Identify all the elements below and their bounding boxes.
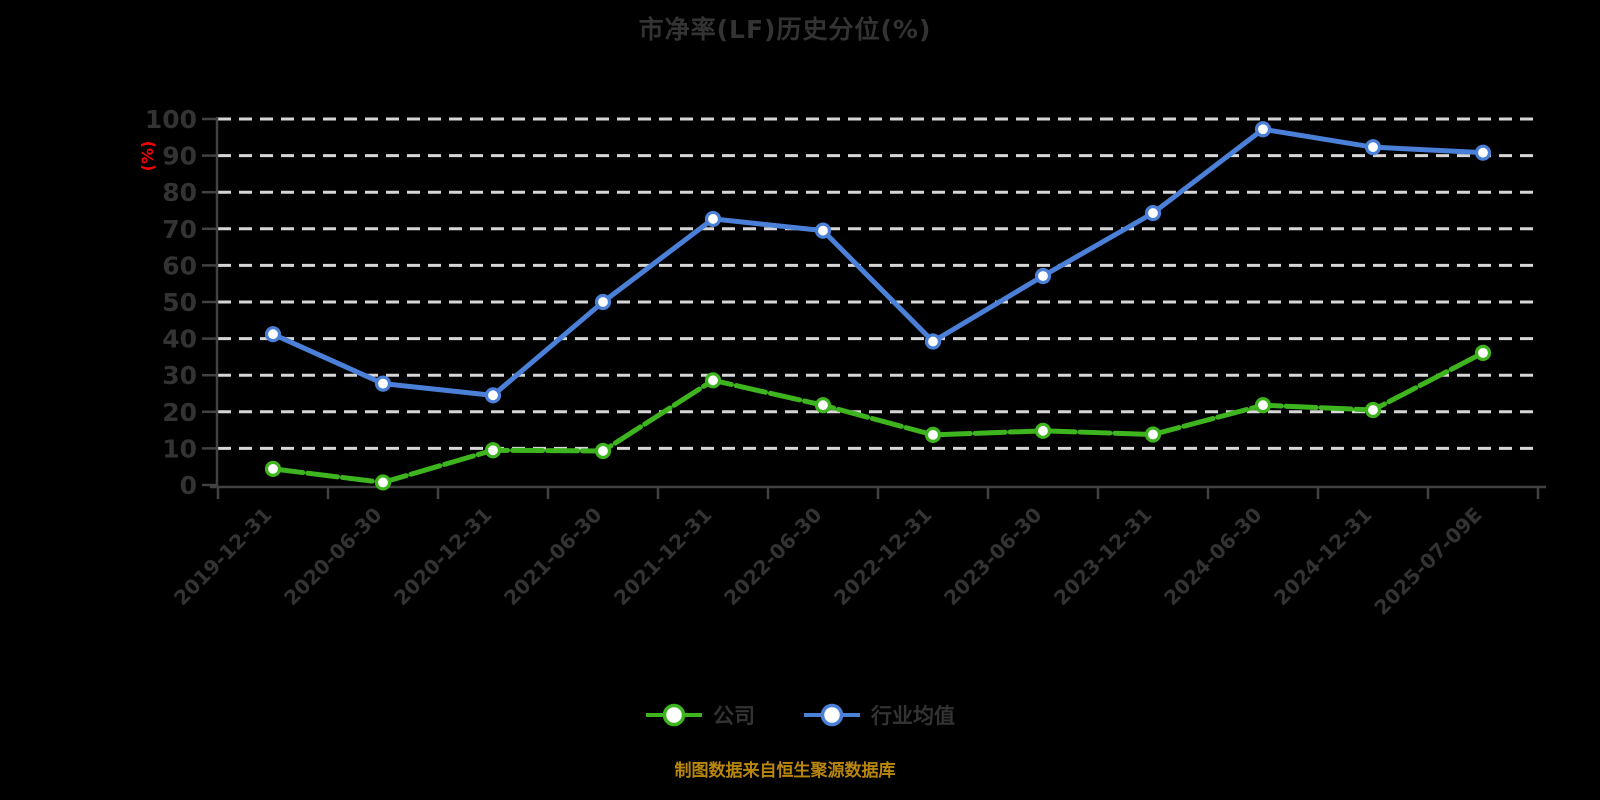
y-tick-label: 40 <box>162 325 197 354</box>
y-tick-label: 70 <box>162 215 197 244</box>
y-tick-label: 10 <box>162 434 197 463</box>
data-point <box>814 397 832 414</box>
data-point <box>1474 144 1492 161</box>
y-tick-label: 30 <box>162 361 197 390</box>
y-tick-label: 90 <box>162 142 197 171</box>
data-point <box>594 442 612 460</box>
x-tick-label: 2025-07-09E <box>1369 503 1486 620</box>
x-tick-label: 2024-12-31 <box>1269 503 1376 610</box>
y-tick-label: 80 <box>162 178 197 207</box>
data-source-note: 制图数据来自恒生聚源数据库 <box>674 761 896 781</box>
data-point <box>264 460 282 477</box>
company-legend-marker-icon <box>646 703 702 727</box>
data-point <box>924 333 942 350</box>
data-point <box>1144 426 1162 443</box>
data-point <box>484 442 502 459</box>
y-tick-label: 60 <box>162 251 197 280</box>
data-point <box>1254 121 1272 138</box>
x-tick-label: 2022-12-31 <box>829 503 936 610</box>
data-point <box>264 326 282 343</box>
data-point <box>924 426 942 443</box>
industry-legend-marker-icon <box>804 703 860 727</box>
series-line-1 <box>270 126 1486 398</box>
x-tick-label: 2020-12-31 <box>389 503 496 610</box>
legend-item-industry-average[interactable]: 行业均值 <box>803 700 955 730</box>
x-tick-label: 2023-06-30 <box>939 503 1046 610</box>
legend: 公司 行业均值 <box>0 700 1600 730</box>
data-point <box>374 375 392 392</box>
data-point <box>1364 401 1382 419</box>
x-tick-label: 2023-12-31 <box>1049 503 1156 610</box>
data-point <box>1144 204 1162 222</box>
data-point <box>374 474 392 491</box>
data-point <box>704 372 722 389</box>
x-tick-label: 2024-06-30 <box>1159 503 1266 610</box>
data-point <box>484 387 502 404</box>
y-tick-label: 100 <box>145 105 197 134</box>
x-tick-label: 2019-12-31 <box>169 503 276 610</box>
legend-label-company: 公司 <box>713 704 755 728</box>
data-point <box>1034 267 1052 285</box>
x-tick-label: 2021-06-30 <box>499 503 606 610</box>
x-tick-label: 2021-12-31 <box>609 503 716 610</box>
legend-item-company[interactable]: 公司 <box>645 700 755 730</box>
data-point <box>1034 422 1052 439</box>
x-tick-label: 2022-06-30 <box>719 503 826 610</box>
chart-title: 市净率(LF)历史分位(%) <box>638 15 932 44</box>
data-point <box>1254 397 1272 414</box>
data-point <box>1474 344 1492 361</box>
data-point <box>814 222 832 239</box>
x-tick-label: 2020-06-30 <box>279 503 386 610</box>
series-line-0 <box>270 350 1486 485</box>
y-tick-label: 50 <box>162 288 197 317</box>
y-tick-label: 20 <box>162 398 197 427</box>
legend-label-industry-average: 行业均值 <box>871 704 955 728</box>
data-point <box>594 293 612 311</box>
data-point <box>704 210 722 228</box>
y-tick-label: 0 <box>180 471 197 500</box>
data-point <box>1364 139 1382 156</box>
